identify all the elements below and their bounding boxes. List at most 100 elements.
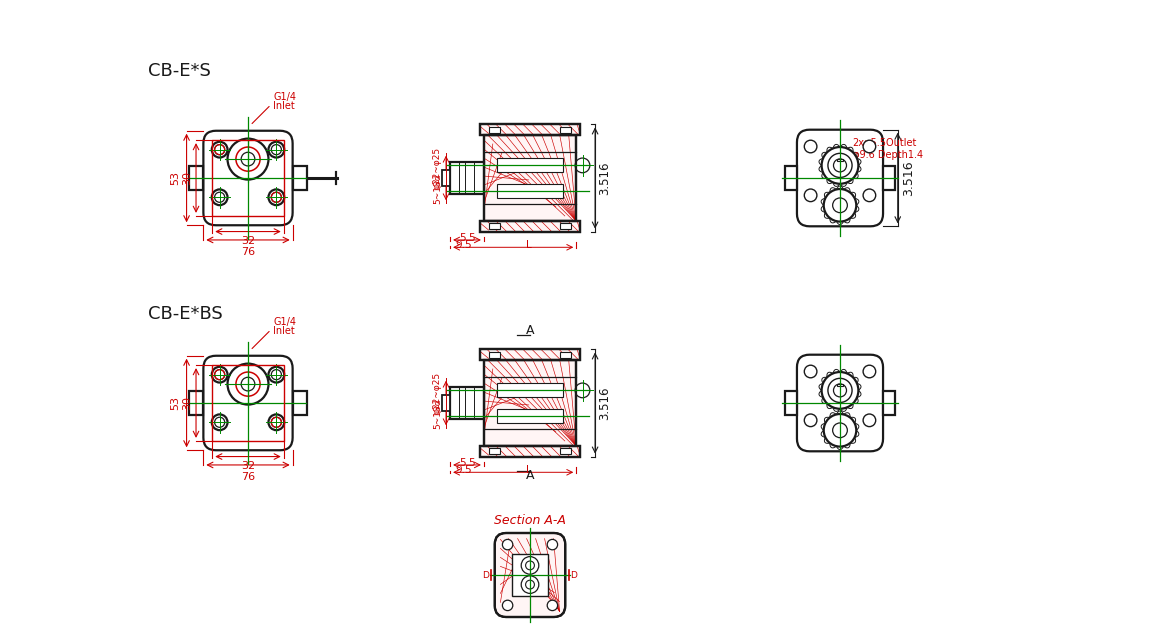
Text: Section A-A: Section A-A [494,514,566,527]
Bar [292,391,307,415]
Circle shape [864,140,875,153]
Text: 3.516: 3.516 [598,386,612,420]
Text: 30: 30 [182,396,192,410]
Bar [480,350,581,360]
Text: D: D [483,571,490,580]
Bar [480,446,581,457]
Text: 32: 32 [242,236,255,246]
Bar [213,365,284,440]
Circle shape [271,193,282,202]
Text: 3.516: 3.516 [902,160,915,196]
Bar [480,124,581,135]
Text: 30: 30 [182,171,192,185]
Text: φ22~φ25: φ22~φ25 [432,372,442,413]
Bar [450,162,484,194]
Bar [213,140,284,216]
Circle shape [833,423,848,438]
Text: L: L [526,240,531,251]
Bar [883,392,895,415]
Text: 53: 53 [170,396,181,410]
Circle shape [821,147,858,184]
Bar [189,166,204,190]
Text: L: L [526,466,531,475]
Text: A: A [526,324,535,337]
Bar [489,352,500,357]
Bar [480,350,581,360]
Circle shape [215,370,224,380]
Circle shape [864,414,875,426]
Circle shape [575,383,590,398]
Text: 2xφ5.5Outlet
φ9.6 Depth1.4: 2xφ5.5Outlet φ9.6 Depth1.4 [852,138,922,160]
Circle shape [228,364,268,404]
Bar [292,166,307,190]
Circle shape [215,193,224,202]
Text: 53: 53 [170,171,181,185]
Text: CB-E*BS: CB-E*BS [148,305,223,323]
Bar [480,221,581,232]
Bar [497,158,564,173]
Circle shape [575,158,590,173]
Text: 5~13d: 5~13d [432,398,442,429]
Bar [442,395,450,412]
Bar [560,352,572,357]
Circle shape [804,140,816,153]
Circle shape [212,367,228,383]
Circle shape [242,377,255,391]
Circle shape [212,189,228,205]
Circle shape [268,189,284,205]
Bar [480,446,581,457]
Bar [497,383,564,397]
Circle shape [526,580,535,589]
Circle shape [547,600,558,611]
Circle shape [834,384,846,397]
Text: 5.5: 5.5 [459,233,475,243]
Circle shape [526,561,535,570]
Bar [489,127,500,133]
Text: A: A [526,469,535,482]
Circle shape [804,414,816,426]
Circle shape [268,367,284,383]
Circle shape [547,540,558,550]
Text: 76: 76 [242,247,255,258]
Text: G1/4: G1/4 [274,317,297,327]
FancyBboxPatch shape [797,355,883,451]
Circle shape [268,414,284,430]
Text: Inlet: Inlet [274,101,294,111]
Bar [560,223,572,229]
Bar [480,221,581,232]
Bar [497,184,564,198]
Circle shape [864,365,875,378]
Bar [883,166,895,189]
Circle shape [215,417,224,428]
Circle shape [821,372,858,409]
Bar [837,158,843,161]
Circle shape [828,153,852,178]
Circle shape [228,138,268,180]
Circle shape [804,189,816,202]
Text: 9.5: 9.5 [455,466,473,475]
Bar [837,384,843,386]
Circle shape [521,576,539,593]
Bar [480,124,581,135]
Bar [484,135,576,221]
Circle shape [271,370,282,380]
Circle shape [215,145,224,155]
Text: Inlet: Inlet [274,326,294,336]
Circle shape [521,556,539,574]
Bar [785,166,797,189]
Text: φ22~φ25: φ22~φ25 [432,146,442,189]
Bar [442,169,450,186]
Circle shape [823,189,857,222]
Text: 5~13d: 5~13d [432,173,442,204]
Bar [560,127,572,133]
Text: 5.5: 5.5 [459,458,475,468]
Circle shape [242,152,255,166]
Circle shape [212,414,228,430]
FancyBboxPatch shape [204,131,292,225]
Circle shape [236,372,260,396]
Circle shape [823,414,857,446]
Circle shape [833,198,848,213]
FancyBboxPatch shape [797,129,883,226]
Bar [484,360,576,446]
Bar [484,360,576,446]
